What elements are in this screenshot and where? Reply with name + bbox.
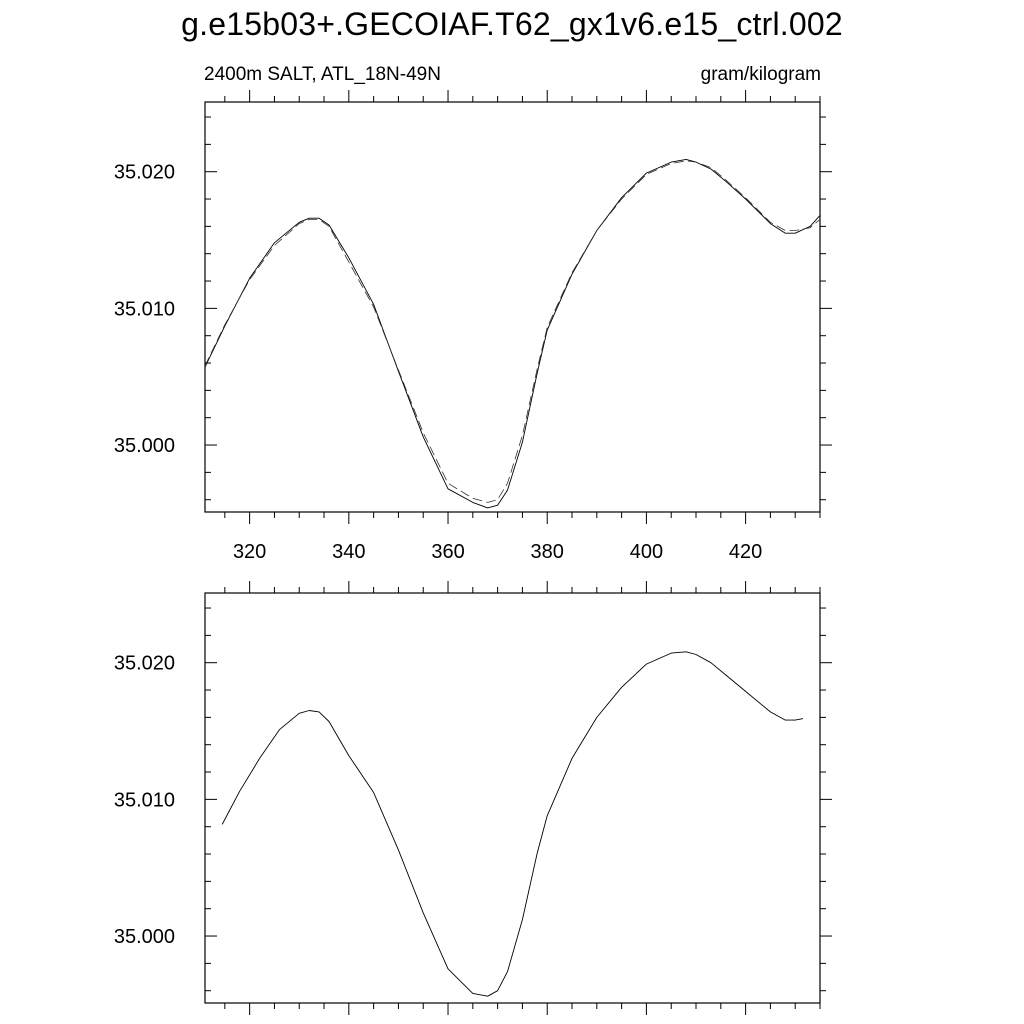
panel-0-series-1-line: [204, 160, 821, 503]
panel-0-ytick-label-0: 35.000: [114, 435, 175, 457]
panel-0-xtick-label-0: 320: [233, 541, 266, 563]
panel-1-frame: [204, 592, 821, 1004]
variable-label: 2400m SALT, ATL_18N-49N: [204, 64, 441, 85]
panel-0-series-0-line: [204, 158, 821, 509]
panel-0-xtick-label-3: 380: [531, 541, 564, 563]
panel-0-xtick-label-1: 340: [332, 541, 365, 563]
panel-0-xtick-label-2: 360: [431, 541, 464, 563]
units-label: gram/kilogram: [700, 64, 821, 85]
figure-title: g.e15b03+.GECOIAF.T62_gx1v6.e15_ctrl.002: [181, 6, 843, 42]
panel-1-ytick-label-0: 35.000: [114, 926, 175, 948]
panel-1-ytick-label-1: 35.010: [114, 789, 175, 811]
panel-1-ytick-label-2: 35.020: [114, 653, 175, 675]
panel-0-ytick-label-2: 35.020: [114, 162, 175, 184]
panel-1-series-0-line: [221, 651, 804, 997]
panel-0-xtick-label-4: 400: [630, 541, 663, 563]
panel-0-ytick-label-1: 35.010: [114, 298, 175, 320]
panel-0-xtick-label-5: 420: [729, 541, 762, 563]
panel-0-frame: [204, 101, 821, 513]
